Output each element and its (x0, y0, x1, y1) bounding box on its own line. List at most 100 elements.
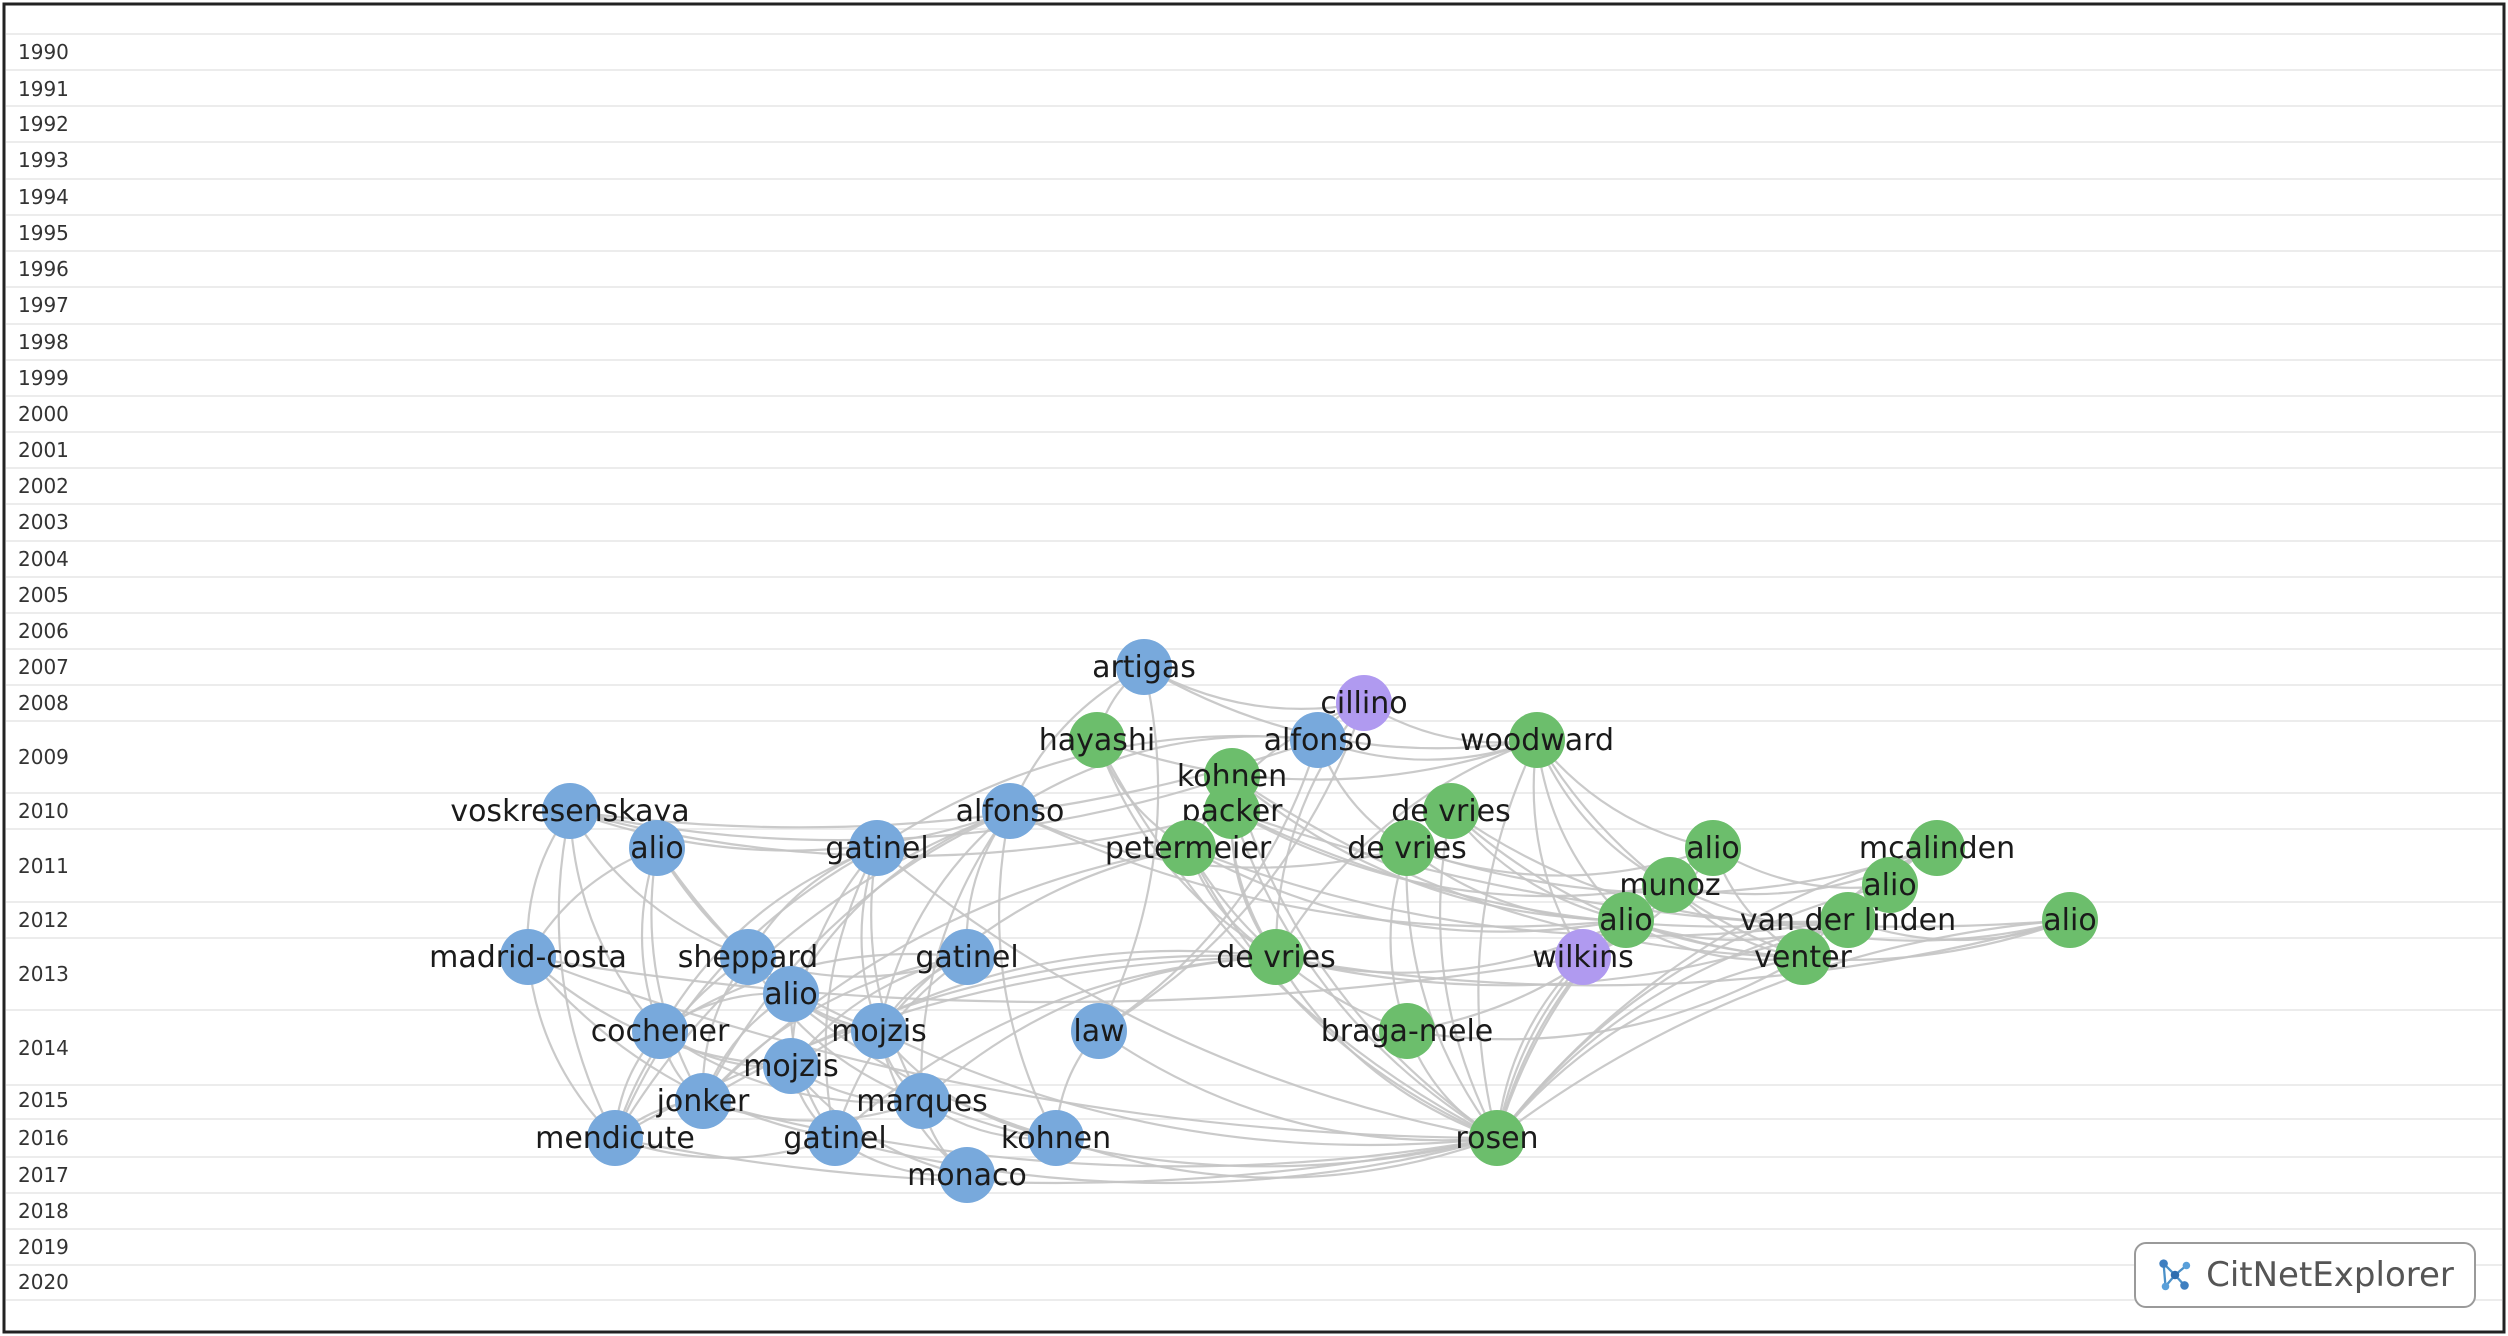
publication-node-circle[interactable] (542, 783, 598, 839)
publication-node[interactable]: kohnen (1001, 1110, 1111, 1166)
publication-node-circle[interactable] (1685, 820, 1741, 876)
publication-node-circle[interactable] (1379, 1003, 1435, 1059)
publication-node-label: alio (1863, 868, 1916, 903)
publication-node[interactable]: mendicute (535, 1110, 695, 1166)
publication-node-circle[interactable] (1469, 1110, 1525, 1166)
publication-node[interactable]: alfonso (956, 783, 1065, 839)
publication-node-label: rosen (1455, 1121, 1538, 1156)
publication-node-circle[interactable] (1423, 783, 1479, 839)
publication-node[interactable]: rosen (1455, 1110, 1539, 1166)
publication-node-circle[interactable] (939, 1147, 995, 1203)
publication-node[interactable]: mojzis (743, 1038, 839, 1094)
publication-node-circle[interactable] (763, 1038, 819, 1094)
publication-node[interactable]: cochener (591, 1003, 730, 1059)
citation-edge (1187, 701, 1365, 849)
publication-node[interactable]: alio (629, 820, 685, 876)
citation-edge (702, 1099, 923, 1122)
year-label: 2004 (18, 547, 69, 571)
publication-node-circle[interactable] (1909, 820, 1965, 876)
publication-node[interactable]: monaco (907, 1147, 1027, 1203)
publication-node[interactable]: de vries (1347, 820, 1467, 876)
year-label: 1996 (18, 257, 69, 281)
publication-node[interactable]: alio (2042, 892, 2098, 948)
publication-node-label: de vries (1347, 831, 1467, 866)
citation-edge (557, 810, 616, 1139)
publication-node-circle[interactable] (632, 1003, 688, 1059)
publication-node-circle[interactable] (1248, 929, 1304, 985)
publication-node-circle[interactable] (1290, 712, 1346, 768)
year-label: 2006 (18, 619, 69, 643)
publication-node-circle[interactable] (1336, 675, 1392, 731)
citation-edge (614, 1136, 1498, 1185)
publication-node[interactable]: alio (763, 966, 819, 1022)
publication-node-circle[interactable] (763, 966, 819, 1022)
publication-node[interactable]: alio (1862, 857, 1918, 913)
publication-node-circle[interactable] (939, 929, 995, 985)
publication-node[interactable]: cillino (1320, 675, 1408, 731)
publication-node[interactable]: sheppard (678, 929, 818, 985)
publication-node-circle[interactable] (500, 929, 556, 985)
publication-node[interactable]: van der linden (1740, 892, 1956, 948)
publication-node[interactable]: alfonso (1264, 712, 1373, 768)
publication-nodes[interactable]: artigas cillino hayashi alfonso woodward kohn… (429, 639, 2098, 1203)
publication-node-circle[interactable] (1820, 892, 1876, 948)
publication-node-circle[interactable] (675, 1073, 731, 1129)
publication-node[interactable]: artigas (1092, 639, 1196, 695)
publication-node[interactable]: law (1071, 1003, 1127, 1059)
publication-node[interactable]: alio (1685, 820, 1741, 876)
publication-node-circle[interactable] (849, 820, 905, 876)
publication-node-circle[interactable] (1775, 929, 1831, 985)
publication-node-circle[interactable] (1509, 712, 1565, 768)
publication-node[interactable]: madrid-costa (429, 929, 627, 985)
publication-node-label: gatinel (825, 831, 928, 866)
year-label: 1991 (18, 77, 69, 101)
year-label: 1990 (18, 40, 69, 64)
citation-edge (1055, 1136, 1498, 1179)
publication-node-circle[interactable] (807, 1110, 863, 1166)
citation-edge (659, 846, 878, 1032)
publication-node[interactable]: gatinel (783, 1110, 887, 1166)
publication-node-circle[interactable] (1862, 857, 1918, 913)
citnetexplorer-logo-icon (2159, 1259, 2191, 1291)
publication-node-circle[interactable] (1555, 929, 1611, 985)
publication-node[interactable]: gatinel (825, 820, 929, 876)
publication-node-circle[interactable] (1598, 892, 1654, 948)
publication-node-circle[interactable] (720, 929, 776, 985)
publication-node[interactable]: wilkins (1532, 929, 1634, 985)
publication-node[interactable]: braga-mele (1321, 1003, 1494, 1059)
publication-node[interactable]: mojzis (831, 1003, 927, 1059)
publication-node-circle[interactable] (982, 783, 1038, 839)
citation-edge (650, 847, 704, 1102)
publication-node[interactable]: hayashi (1039, 712, 1156, 768)
publication-node-circle[interactable] (1071, 1003, 1127, 1059)
citation-edge (878, 846, 1189, 1032)
citnetexplorer-badge[interactable]: CitNetExplorer (2134, 1242, 2476, 1308)
publication-node-circle[interactable] (1116, 639, 1172, 695)
publication-node-circle[interactable] (851, 1003, 907, 1059)
publication-node[interactable]: marques (856, 1073, 988, 1129)
year-label: 2012 (18, 908, 69, 932)
publication-node[interactable]: alio (1598, 892, 1654, 948)
year-label: 1995 (18, 221, 69, 245)
publication-node-circle[interactable] (1160, 820, 1216, 876)
publication-node[interactable]: petermeier (1105, 820, 1272, 876)
publication-node-circle[interactable] (894, 1073, 950, 1129)
citation-edge (1496, 955, 1804, 1139)
publication-node-circle[interactable] (1642, 857, 1698, 913)
publication-node[interactable]: jonker (656, 1073, 750, 1129)
publication-node-circle[interactable] (2042, 892, 2098, 948)
publication-node-circle[interactable] (1204, 783, 1260, 839)
publication-node[interactable]: venter (1754, 929, 1853, 985)
publication-node-circle[interactable] (1069, 712, 1125, 768)
publication-node-circle[interactable] (1379, 820, 1435, 876)
publication-node[interactable]: woodward (1460, 712, 1614, 768)
year-label: 1997 (18, 293, 69, 317)
publication-node[interactable]: gatinel (915, 929, 1019, 985)
publication-node[interactable]: de vries (1216, 929, 1336, 985)
publication-node-circle[interactable] (587, 1110, 643, 1166)
publication-node-circle[interactable] (1028, 1110, 1084, 1166)
publication-node-circle[interactable] (629, 820, 685, 876)
publication-node-label: de vries (1216, 940, 1336, 975)
year-label: 1994 (18, 185, 69, 209)
publication-node[interactable]: voskresenskaya (450, 783, 690, 839)
